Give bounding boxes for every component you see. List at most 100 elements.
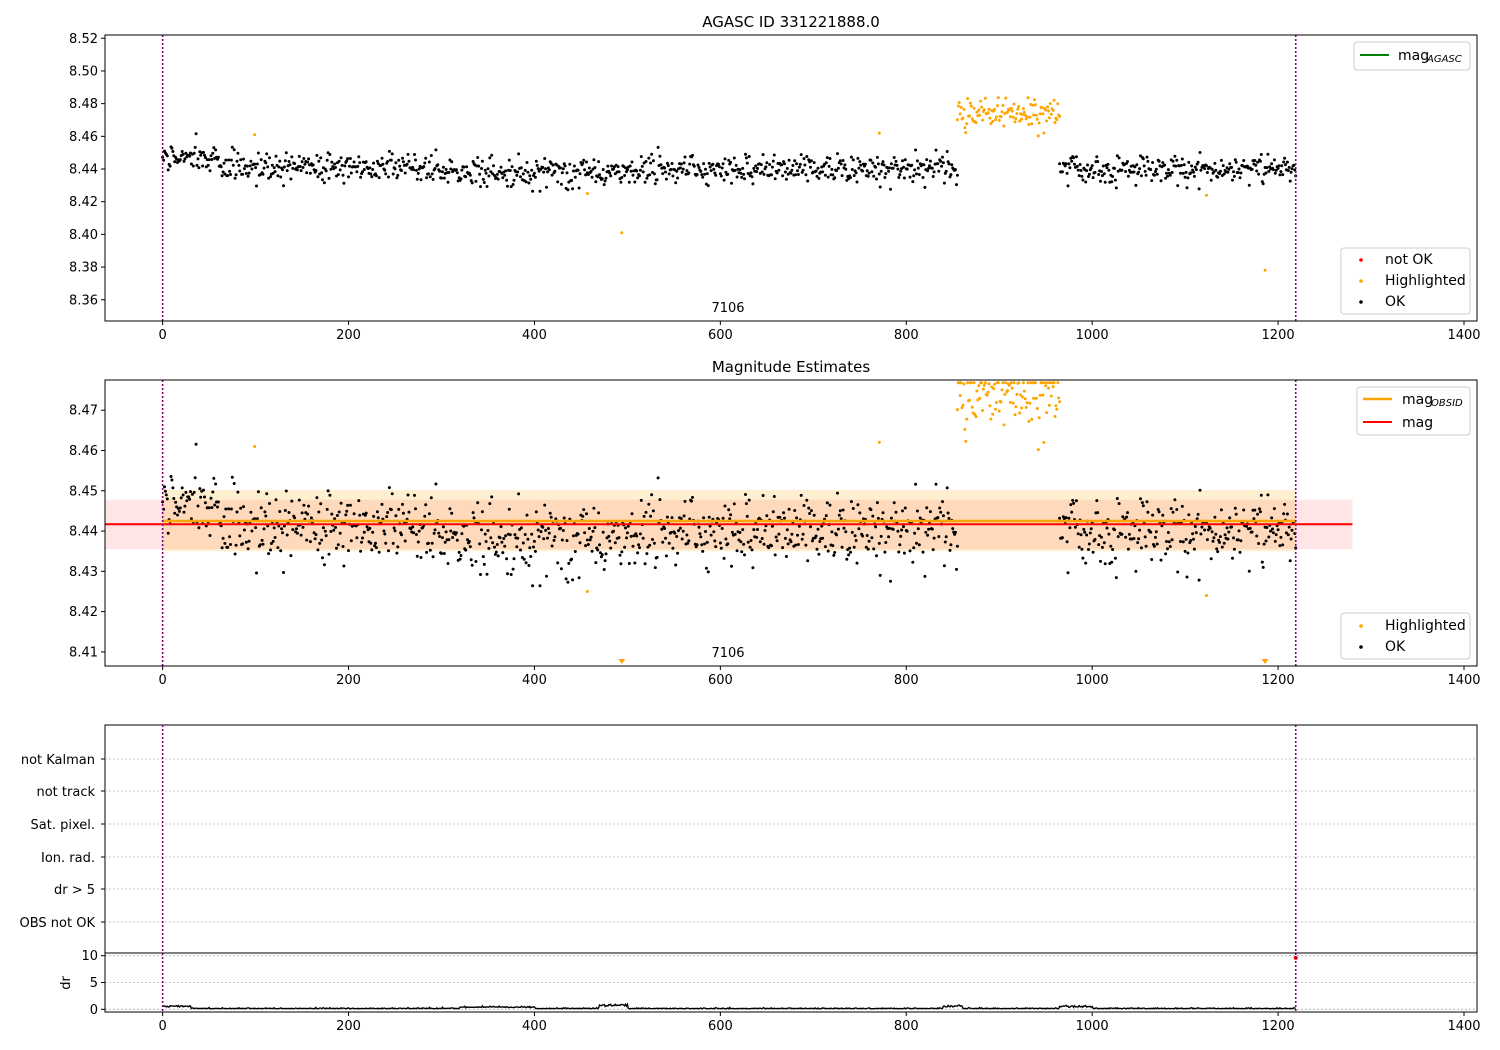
ok-point xyxy=(377,550,381,554)
ok-point xyxy=(804,173,808,177)
ok-point xyxy=(417,167,421,171)
panel-agasc-title: AGASC ID 331221888.0 xyxy=(702,13,880,31)
highlighted-point xyxy=(996,96,1000,100)
ok-point xyxy=(1197,578,1201,582)
highlighted-point xyxy=(1027,123,1031,126)
ok-point xyxy=(1087,548,1090,551)
ok-point xyxy=(948,548,952,552)
ok-point xyxy=(841,159,845,162)
highlighted-point xyxy=(993,107,997,111)
ok-point xyxy=(495,543,499,546)
ok-point xyxy=(783,170,787,174)
ok-point xyxy=(1166,531,1170,534)
ok-point xyxy=(665,161,669,165)
ok-point xyxy=(319,156,323,160)
ok-point xyxy=(401,156,404,160)
ok-point xyxy=(216,505,219,509)
ok-point xyxy=(360,540,364,544)
ok-point xyxy=(1247,569,1251,573)
ok-point xyxy=(675,535,679,538)
ok-point xyxy=(1264,171,1268,175)
ok-point xyxy=(372,514,376,518)
highlighted-point xyxy=(1058,115,1062,118)
ok-point xyxy=(478,542,482,546)
ok-point xyxy=(699,169,703,173)
ok-point xyxy=(446,562,450,565)
ok-point xyxy=(644,510,648,514)
highlighted-point xyxy=(1042,441,1046,444)
ok-point xyxy=(1126,547,1130,551)
x-tick-label: 1000 xyxy=(1076,1019,1109,1034)
ok-point xyxy=(1144,173,1148,177)
ok-point xyxy=(566,580,570,584)
ok-point xyxy=(1150,179,1154,183)
ok-point xyxy=(485,185,489,188)
ok-point xyxy=(1166,547,1169,551)
ok-point xyxy=(1069,503,1073,507)
ok-point xyxy=(460,168,464,172)
ok-point xyxy=(874,165,878,169)
ok-point xyxy=(1193,525,1197,528)
ok-point xyxy=(851,158,855,162)
ok-point xyxy=(850,530,854,534)
x-tick-label: 1400 xyxy=(1447,1019,1480,1034)
ok-point xyxy=(470,563,474,567)
ok-point xyxy=(178,506,182,510)
ok-point xyxy=(1087,172,1091,176)
ok-point xyxy=(1141,504,1145,508)
ok-point xyxy=(857,166,861,170)
highlighted-point xyxy=(981,387,985,391)
ok-point xyxy=(704,167,707,171)
ok-point xyxy=(1267,169,1271,173)
ok-point xyxy=(305,538,309,542)
ok-point xyxy=(925,506,929,510)
ok-point xyxy=(721,516,725,520)
ok-point xyxy=(612,529,615,533)
ok-point xyxy=(701,175,705,179)
ok-point xyxy=(1126,160,1129,163)
ok-point xyxy=(1175,508,1179,511)
ok-point xyxy=(559,166,562,170)
ok-point xyxy=(411,165,415,169)
ok-point xyxy=(714,173,718,177)
ok-point xyxy=(864,545,868,549)
ok-point xyxy=(758,540,762,544)
ok-point xyxy=(546,536,549,540)
ok-point xyxy=(663,527,667,530)
y-tick-label: 8.42 xyxy=(69,195,98,210)
ok-point xyxy=(170,146,174,150)
ok-point xyxy=(533,549,537,553)
ok-point xyxy=(930,166,934,170)
ok-point xyxy=(258,543,262,547)
x-tick-label: 1200 xyxy=(1262,328,1295,343)
ok-point xyxy=(334,166,337,169)
ok-point xyxy=(1143,169,1147,173)
ok-point xyxy=(872,174,876,178)
ok-point xyxy=(337,510,341,514)
ok-point xyxy=(1232,174,1236,178)
ok-point xyxy=(889,187,892,191)
ok-point xyxy=(1176,184,1180,188)
ok-point xyxy=(735,549,739,553)
ok-point xyxy=(796,173,800,176)
ok-point xyxy=(636,551,640,555)
ok-point xyxy=(250,529,254,533)
ok-point xyxy=(531,189,535,193)
highlighted-point xyxy=(1040,381,1044,385)
ok-point xyxy=(754,164,758,168)
ok-point xyxy=(783,516,786,520)
ok-point xyxy=(747,498,751,502)
ok-point xyxy=(469,179,473,183)
ok-point xyxy=(258,173,262,177)
ok-point xyxy=(352,160,356,164)
ok-point xyxy=(1280,164,1284,168)
ok-point xyxy=(344,513,348,517)
ok-point xyxy=(676,551,680,555)
ok-point xyxy=(1198,151,1202,154)
ok-point xyxy=(713,539,717,543)
ok-point xyxy=(667,172,671,176)
ok-point xyxy=(1196,512,1200,516)
ok-point xyxy=(349,171,353,175)
ok-point xyxy=(944,535,948,539)
ok-point xyxy=(171,150,175,153)
